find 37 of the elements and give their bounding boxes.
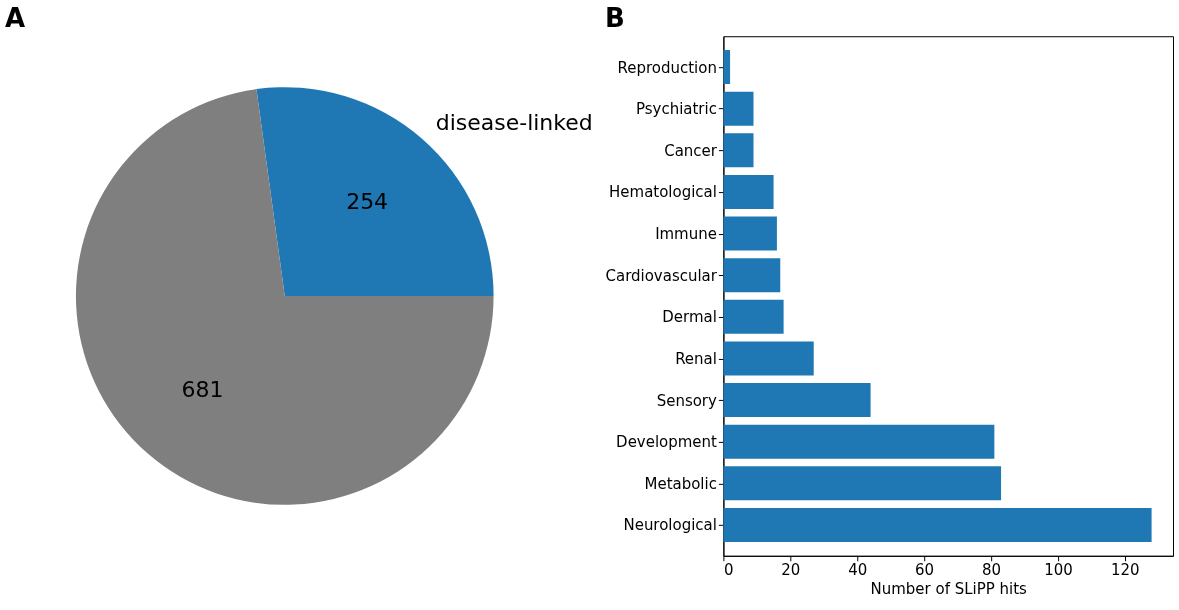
bar bbox=[723, 299, 784, 334]
bar bbox=[723, 424, 995, 459]
bar bbox=[723, 466, 1002, 501]
y-tick-label: Metabolic bbox=[644, 474, 717, 493]
y-tick-label: Psychiatric bbox=[636, 100, 717, 119]
bar bbox=[723, 91, 754, 126]
y-tick-label: Immune bbox=[655, 225, 717, 244]
x-tick-label: 120 bbox=[1111, 561, 1140, 580]
y-tick-label: Neurological bbox=[623, 516, 717, 535]
x-tick-label: 100 bbox=[1044, 561, 1073, 580]
x-tick-label: 40 bbox=[848, 561, 868, 580]
y-tick-label: Cancer bbox=[664, 141, 718, 160]
bar bbox=[723, 507, 1152, 542]
x-tick-label: 80 bbox=[981, 561, 1002, 580]
bar bbox=[723, 174, 774, 209]
data-label: 681 bbox=[181, 377, 224, 403]
y-tick-label: Sensory bbox=[656, 391, 718, 410]
x-tick-label: 0 bbox=[723, 561, 734, 580]
y-tick-label: Development bbox=[616, 433, 718, 452]
bar bbox=[723, 50, 731, 85]
chart-title: A bbox=[5, 3, 26, 34]
bar bbox=[723, 341, 814, 376]
bar bbox=[723, 133, 754, 168]
y-tick-label: Reproduction bbox=[617, 58, 717, 77]
y-tick-label: Dermal bbox=[662, 308, 717, 327]
x-tick-label: 60 bbox=[915, 561, 935, 580]
y-tick-label: Renal bbox=[675, 349, 717, 368]
x-tick-label: 20 bbox=[781, 561, 801, 580]
slice-label: disease-linked bbox=[435, 109, 593, 135]
bar bbox=[723, 258, 781, 293]
y-tick-label: Hematological bbox=[609, 183, 717, 202]
x-axis-title: Number of SLiPP hits bbox=[870, 580, 1027, 599]
chart-title: B bbox=[604, 3, 625, 34]
bar bbox=[723, 216, 777, 251]
data-label: 254 bbox=[346, 188, 389, 214]
bar bbox=[723, 383, 871, 418]
y-tick-label: Cardiovascular bbox=[605, 266, 718, 285]
